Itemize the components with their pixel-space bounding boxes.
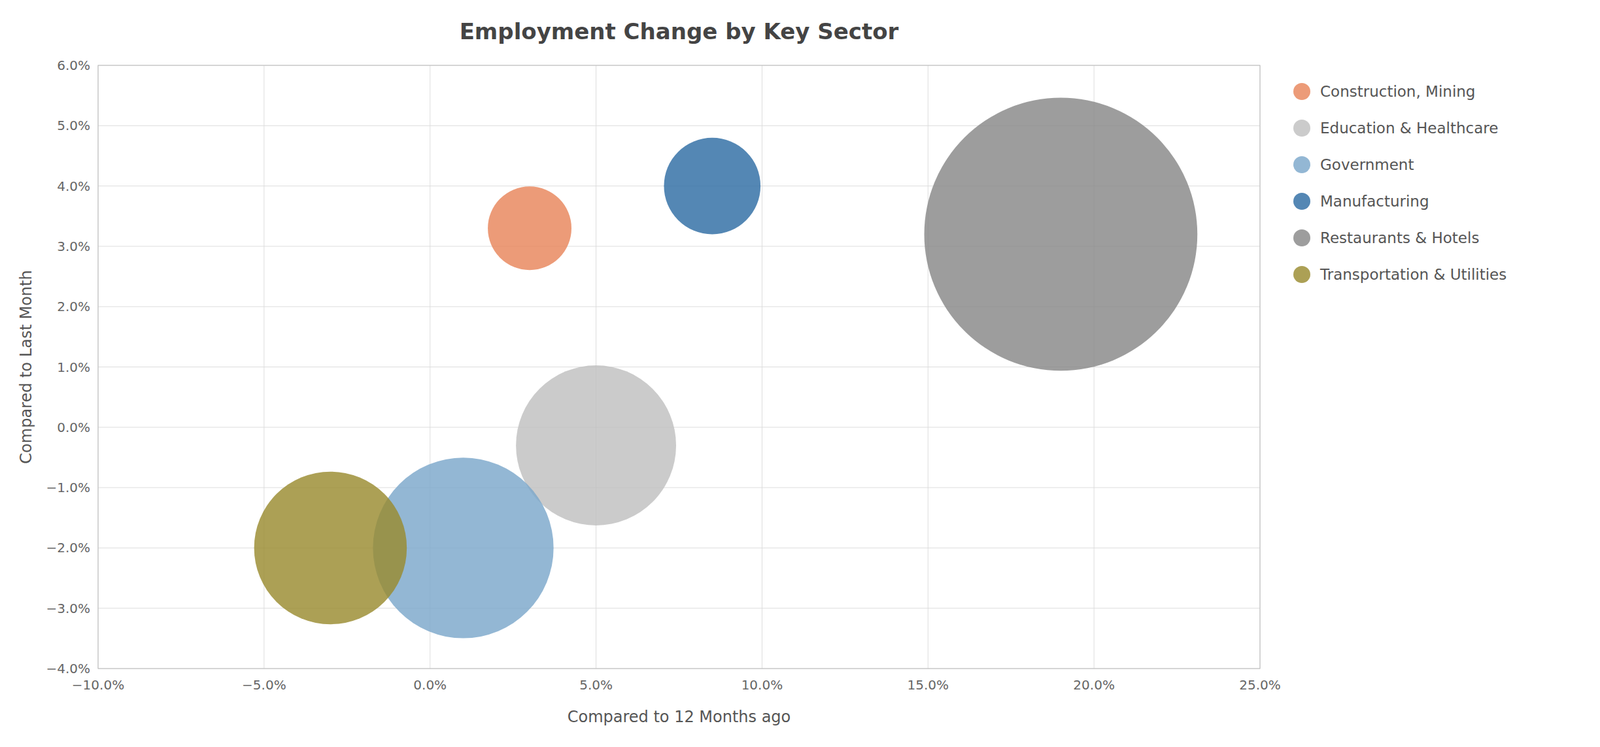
x-tick-label: 20.0% (1072, 677, 1115, 694)
series: Restaurants & Hotels (924, 98, 1198, 372)
y-grid-line (98, 608, 1260, 609)
bubble: Manufacturing (663, 137, 761, 235)
x-tick-label: 15.0% (907, 677, 950, 694)
legend-marker (1293, 192, 1311, 210)
y-tick-label: 1.0% (56, 359, 91, 376)
title: Employment Change by Key Sector (459, 18, 900, 45)
legend-label: Construction, Mining (1320, 83, 1476, 101)
y-grid-line (98, 426, 1260, 428)
x-axis-label: Compared to 12 Months ago (567, 708, 792, 727)
series: Manufacturing (663, 137, 761, 235)
y-tick-label: 0.0% (56, 419, 91, 436)
legend-marker (1293, 156, 1311, 174)
chart: −10.0% −5.0% 0.0% 5.0% 10.0% 15.0% 20.0% 25.0% −… (0, 0, 1600, 747)
series: Construction, Mining (487, 186, 572, 271)
bubble: Restaurants & Hotels (924, 98, 1198, 372)
y-tick-label: −4.0% (45, 661, 91, 677)
y-tick-label: 4.0% (56, 178, 91, 195)
legend-label: Education & Healthcare (1320, 119, 1498, 137)
x-tick-label: 25.0% (1239, 677, 1281, 694)
y-tick-label: 6.0% (56, 57, 91, 74)
x-tick-label: 10.0% (741, 677, 784, 694)
y-tick-label: −2.0% (45, 540, 91, 556)
legend-label: Government (1320, 156, 1414, 174)
y-tick-label: −1.0% (45, 479, 91, 496)
y-grid-line (98, 487, 1260, 489)
x-tick-label: −10.0% (71, 677, 125, 694)
legend-label: Transportation & Utilities (1319, 266, 1507, 284)
legend-label: Restaurants & Hotels (1320, 229, 1480, 247)
bubble: Construction, Mining (487, 186, 572, 271)
x-tick-label: 5.0% (579, 677, 613, 694)
y-axis-label: Compared to Last Month (17, 270, 36, 464)
tick-labels: −10.0% −5.0% 0.0% 5.0% 10.0% 15.0% 20.0% 25.0% −… (45, 57, 1281, 694)
y-tick-label: 2.0% (56, 298, 91, 315)
bubble: Transportation & Utilities (254, 472, 408, 626)
y-tick-label: 3.0% (56, 238, 91, 255)
legend-marker (1293, 266, 1311, 284)
legend-marker (1293, 229, 1311, 247)
x-tick-label: 0.0% (413, 677, 447, 694)
legend-label: Manufacturing (1320, 192, 1430, 210)
y-tick-label: −3.0% (45, 600, 91, 617)
grid (98, 65, 1260, 669)
plot-frame (98, 65, 1260, 669)
legend-marker (1293, 119, 1311, 137)
background (0, 0, 1600, 747)
x-tick-label: −5.0% (241, 677, 287, 694)
legend: Construction, Mining Education & Healthca… (1293, 83, 1507, 284)
legend-marker (1293, 83, 1311, 101)
series: Transportation & Utilities (254, 472, 408, 626)
y-tick-label: 5.0% (56, 117, 91, 134)
bubbles: Construction, MiningEducation & Healthca… (254, 98, 1198, 639)
